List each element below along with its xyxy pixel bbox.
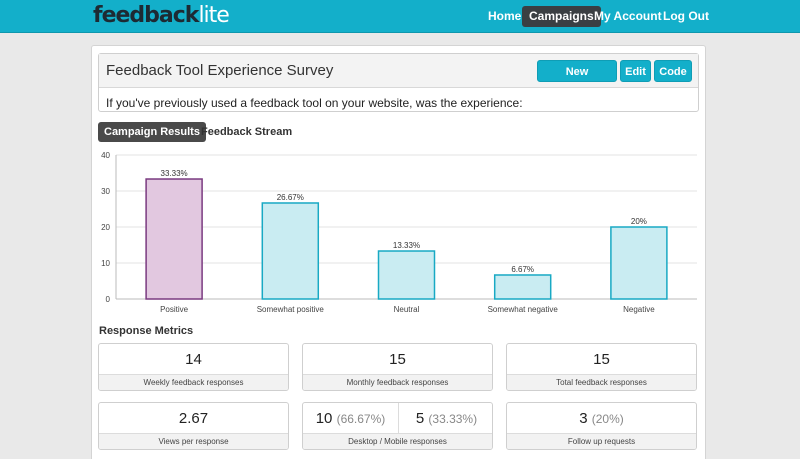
top-navigation-bar: feedbacklite Home Campaigns My Account L… xyxy=(0,0,800,33)
nav-my-account[interactable]: My Account xyxy=(594,9,662,23)
metric-value: 15 xyxy=(593,351,610,368)
metric-label: Monthly feedback responses xyxy=(303,374,492,390)
metric-follow-up-requests: 3 (20%) Follow up requests xyxy=(506,402,697,450)
metrics-title: Response Metrics xyxy=(99,325,194,337)
tab-feedback-stream[interactable]: Feedback Stream xyxy=(201,126,293,138)
followup-value: 3 xyxy=(579,410,588,427)
data-label: 33.33% xyxy=(161,169,188,178)
campaign-panel: Feedback Tool Experience Survey New Camp… xyxy=(91,45,706,459)
y-tick-label: 40 xyxy=(101,151,110,160)
y-tick-label: 30 xyxy=(101,187,110,196)
followup-percent: (20%) xyxy=(591,412,624,426)
metric-label: Views per response xyxy=(99,433,288,449)
y-tick-label: 0 xyxy=(106,295,111,304)
x-tick-label: Neutral xyxy=(394,305,420,314)
metric-weekly-responses: 14 Weekly feedback responses xyxy=(98,343,289,391)
metric-label: Desktop / Mobile responses xyxy=(303,433,492,449)
code-button[interactable]: Code xyxy=(654,60,692,82)
nav-campaigns[interactable]: Campaigns xyxy=(522,6,601,27)
metric-label: Weekly feedback responses xyxy=(99,374,288,390)
bar xyxy=(145,178,203,300)
results-bar-chart: 0 10 20 30 40 33.33% Positive 26.67% Somewhat po… xyxy=(101,151,697,314)
data-label: 6.67% xyxy=(511,265,534,274)
desktop-value: 10 xyxy=(315,410,333,427)
survey-title: Feedback Tool Experience Survey xyxy=(106,62,334,79)
y-tick-label: 20 xyxy=(101,223,110,232)
metric-value: 3 (20%) xyxy=(507,403,696,434)
mobile-percent: (33.33%) xyxy=(428,412,478,426)
x-tick-label: Positive xyxy=(160,305,189,314)
survey-header: Feedback Tool Experience Survey New Camp… xyxy=(98,53,699,112)
bar xyxy=(261,202,320,300)
nav-home[interactable]: Home xyxy=(488,9,522,23)
new-campaign-button[interactable]: New Campaign xyxy=(537,60,617,100)
divider xyxy=(398,403,399,434)
edit-button[interactable]: Edit xyxy=(620,60,651,82)
metric-label: Follow up requests xyxy=(507,433,696,449)
metric-total-responses: 15 Total feedback responses xyxy=(506,343,697,391)
data-label: 13.33% xyxy=(393,241,420,250)
logo[interactable]: feedbacklite xyxy=(93,3,230,28)
metric-views-per-response: 2.67 Views per response xyxy=(98,402,289,450)
tab-campaign-results[interactable]: Campaign Results xyxy=(98,122,206,142)
nav-log-out[interactable]: Log Out xyxy=(663,9,709,23)
metric-monthly-responses: 15 Monthly feedback responses xyxy=(302,343,493,391)
x-tick-label: Somewhat positive xyxy=(257,305,325,314)
bar xyxy=(377,250,436,300)
x-tick-label: Somewhat negative xyxy=(488,305,559,314)
metric-value: 15 xyxy=(389,351,406,368)
metric-value: 2.67 xyxy=(178,410,209,427)
y-tick-label: 10 xyxy=(101,259,110,268)
mobile-responses: 5 (33.33%) xyxy=(399,403,492,434)
logo-accent: lite xyxy=(198,3,229,28)
metric-desktop-mobile: 10 (66.67%) 5 (33.33%) Desktop / Mobile … xyxy=(302,402,493,450)
bar xyxy=(610,226,668,300)
x-tick-label: Negative xyxy=(623,305,655,314)
desktop-responses: 10 (66.67%) xyxy=(303,403,398,434)
desktop-percent: (66.67%) xyxy=(336,412,386,426)
logo-main: feedback xyxy=(93,3,199,28)
survey-header-bar: Feedback Tool Experience Survey New Camp… xyxy=(99,54,698,100)
mobile-value: 5 xyxy=(415,410,425,427)
metric-value: 14 xyxy=(185,351,202,368)
metric-label: Total feedback responses xyxy=(507,374,696,390)
survey-question: If you've previously used a feedback too… xyxy=(106,96,523,110)
data-label: 20% xyxy=(631,217,647,226)
data-label: 26.67% xyxy=(277,193,304,202)
bar xyxy=(493,274,552,300)
